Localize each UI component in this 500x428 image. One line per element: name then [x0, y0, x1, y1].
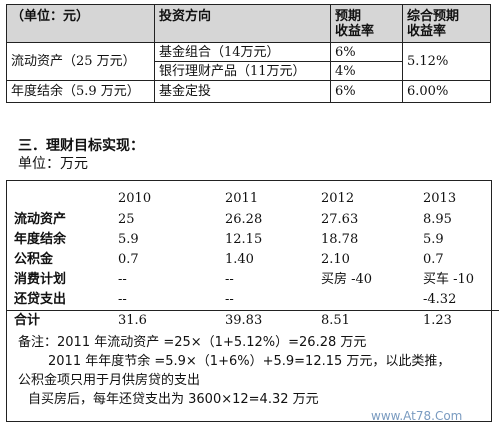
cell: -4.32 — [423, 292, 457, 307]
category-liquid-assets: 流动资产（25 万元） — [6, 42, 155, 81]
year-header: 2010 — [118, 191, 152, 206]
header-unit: （单位：元） — [6, 4, 155, 43]
row-label: 公积金 — [14, 252, 54, 267]
table-row: 消费计划 -- -- 买房 -40 买车 -10 — [6, 270, 499, 290]
table-row: 还贷支出 -- -- -4.32 — [6, 290, 499, 311]
header-combined-rate: 综合预期 收益率 — [402, 4, 491, 43]
table-row: 公积金 0.7 1.40 2.10 0.7 — [6, 250, 499, 270]
row-label: 年度结余 — [14, 232, 67, 247]
cell: 1.40 — [225, 252, 254, 267]
row-label: 合计 — [6, 310, 118, 331]
cell: 买房 -40 — [321, 272, 373, 287]
row-label: 流动资产 — [14, 212, 67, 227]
unit-label: 单位：万元 — [18, 156, 88, 172]
table-row-total: 合计 31.6 39.83 8.51 1.23 — [6, 310, 499, 331]
row-label: 消费计划 — [14, 272, 67, 287]
cell: -- — [118, 292, 127, 307]
cell: -- — [225, 272, 234, 287]
cell: 0.7 — [423, 252, 444, 267]
section-heading: 三．理财目标实现： — [18, 138, 144, 154]
cell: -- — [118, 272, 127, 287]
cell: 8.51 — [321, 310, 423, 331]
header-direction: 投资方向 — [154, 4, 331, 43]
cell: 5.9 — [118, 232, 139, 247]
cell: 26.28 — [225, 212, 263, 227]
cell: 25 — [118, 212, 135, 227]
cell: 2.10 — [321, 252, 350, 267]
rate-fund-sip: 6% — [330, 80, 403, 103]
note-line: 备注：2011 年流动资产 =25×（1+5.12%）=26.28 万元 — [18, 335, 367, 350]
category-annual-surplus: 年度结余（5.9 万元） — [6, 80, 155, 103]
projection-table: 2010 2011 2012 2013 流动资产 25 26.28 27.63 … — [6, 188, 499, 331]
header-expected-rate: 预期 收益率 — [330, 4, 403, 43]
combined-rate-liquid: 5.12% — [402, 42, 491, 81]
rate-fund-portfolio: 6% — [330, 42, 403, 62]
year-header: 2012 — [321, 191, 355, 206]
rate-bank-products: 4% — [330, 61, 403, 81]
row-label: 还贷支出 — [14, 292, 67, 307]
year-header: 2013 — [423, 191, 457, 206]
cell: 1.23 — [423, 310, 499, 331]
cell: 31.6 — [118, 310, 225, 331]
cell: 0.7 — [118, 252, 139, 267]
cell: 买车 -10 — [423, 272, 475, 287]
direction-fund-sip: 基金定投 — [154, 80, 331, 103]
direction-fund-portfolio: 基金组合（14万元） — [154, 42, 331, 62]
cell — [321, 290, 423, 311]
year-header: 2011 — [225, 191, 259, 206]
cell: 8.95 — [423, 212, 452, 227]
combined-rate-surplus: 6.00% — [402, 80, 491, 103]
cell: 27.63 — [321, 212, 359, 227]
watermark: www.At78.Com — [371, 409, 463, 423]
table-row: 流动资产 25 26.28 27.63 8.95 — [6, 210, 499, 230]
direction-bank-products: 银行理财产品（11万元） — [154, 61, 331, 81]
note-line: 公积金项只用于月供房贷的支出 — [18, 373, 201, 388]
cell: 18.78 — [321, 232, 359, 247]
note-line: 2011 年年度节余 =5.9×（1+6%）+5.9=12.15 万元，以此类推… — [48, 354, 451, 369]
investment-table: （单位：元） 投资方向 预期 收益率 综合预期 收益率 流动资产（25 万元） … — [6, 4, 491, 103]
cell: 12.15 — [225, 232, 263, 247]
note-line: 自买房后，每年还贷支出为 3600×12=4.32 万元 — [28, 392, 319, 407]
cell: -- — [225, 292, 234, 307]
projection-box — [6, 180, 492, 422]
cell: 5.9 — [423, 232, 444, 247]
cell: 39.83 — [225, 310, 321, 331]
table-row: 年度结余 5.9 12.15 18.78 5.9 — [6, 230, 499, 250]
notes: 备注：2011 年流动资产 =25×（1+5.12%）=26.28 万元 201… — [18, 333, 450, 409]
